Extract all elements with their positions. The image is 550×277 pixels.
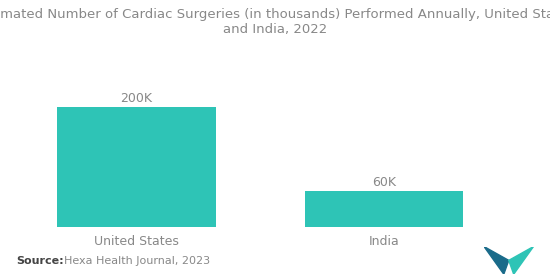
Polygon shape (509, 247, 534, 274)
Polygon shape (484, 247, 509, 274)
Text: Estimated Number of Cardiac Surgeries (in thousands) Performed Annually, United : Estimated Number of Cardiac Surgeries (i… (0, 8, 550, 36)
Bar (57, 107, 216, 227)
Text: 60K: 60K (372, 176, 396, 189)
Bar (305, 191, 463, 227)
Text: Hexa Health Journal, 2023: Hexa Health Journal, 2023 (57, 256, 210, 266)
Text: 200K: 200K (120, 92, 152, 105)
Text: Source:: Source: (16, 256, 64, 266)
